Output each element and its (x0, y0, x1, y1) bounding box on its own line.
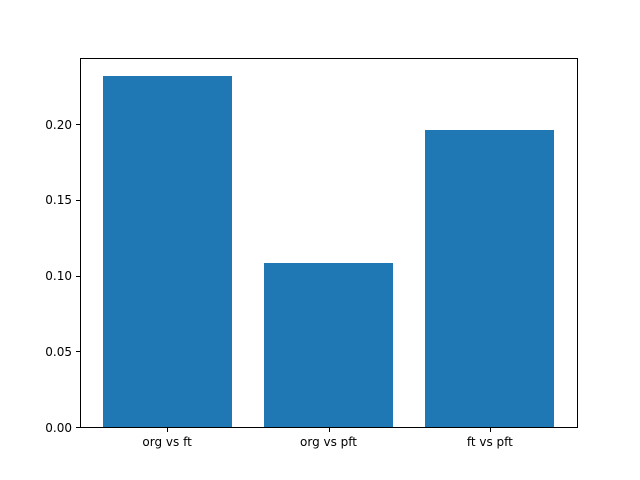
y-tick-mark (76, 275, 80, 277)
y-tick-label-0.05: 0.05 (45, 344, 72, 359)
bar-ft-vs-pft (425, 130, 555, 427)
bar-org-vs-ft (102, 75, 232, 427)
x-tick-mark (328, 428, 330, 432)
x-tick-label-org-vs-ft: org vs ft (142, 435, 192, 449)
y-tick-label-0.15: 0.15 (45, 193, 72, 208)
x-tick-label-org-vs-pft: org vs pft (300, 435, 357, 449)
y-tick-mark (76, 124, 80, 126)
y-tick-mark (76, 199, 80, 201)
y-tick-label-0.00: 0.00 (45, 420, 72, 435)
y-tick-mark (76, 351, 80, 353)
y-tick-label-0.20: 0.20 (45, 117, 72, 132)
plot-area (80, 58, 578, 428)
y-tick-label-0.10: 0.10 (45, 269, 72, 284)
y-tick-mark (76, 427, 80, 428)
bar-org-vs-pft (263, 263, 394, 427)
x-tick-mark (489, 428, 491, 432)
x-tick-label-ft-vs-pft: ft vs pft (466, 435, 513, 449)
x-tick-mark (167, 428, 169, 432)
